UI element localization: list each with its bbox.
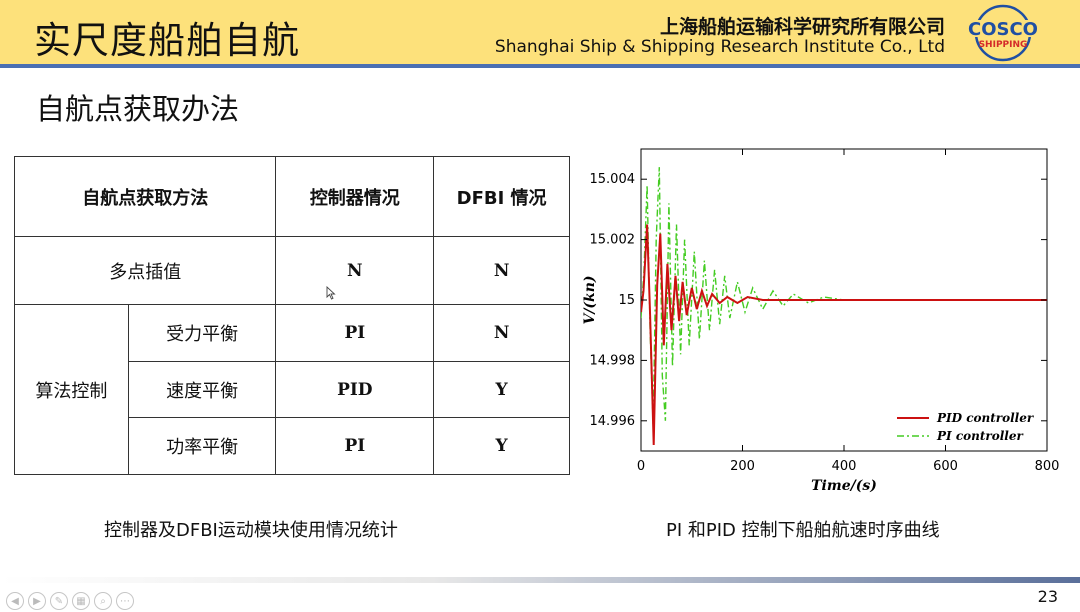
- dfbi-cell: N: [433, 304, 570, 362]
- legend-label: PID controller: [936, 411, 1035, 425]
- zoom-icon[interactable]: ⌕: [94, 592, 112, 610]
- chart-legend: PID controller PI controller: [897, 411, 1035, 443]
- cosco-logo: COSCO SHIPPING: [959, 4, 1047, 62]
- series-line-pi: [641, 167, 1047, 427]
- method-cell: 多点插值: [13, 236, 277, 305]
- x-axis-label: Time/(s): [811, 478, 877, 494]
- y-tick-label: 15.004: [590, 172, 636, 187]
- logo-text-top: COSCO: [968, 19, 1038, 40]
- page-number: 23: [1037, 587, 1058, 606]
- logo-text-bottom: SHIPPING: [979, 40, 1028, 50]
- series-line-pid: [641, 224, 1047, 446]
- table-row: 多点插值 N N: [13, 236, 570, 305]
- method-cell: 受力平衡: [127, 304, 277, 362]
- group-label-cell: 算法控制: [14, 304, 129, 475]
- x-tick-label: 0: [637, 459, 645, 474]
- controller-cell: PI: [275, 304, 435, 362]
- y-tick-label: 14.998: [590, 353, 636, 368]
- more-icon[interactable]: ⋯: [116, 592, 134, 610]
- y-tick-label: 15: [618, 293, 635, 308]
- header-divider: [0, 64, 1080, 68]
- table-row: 功率平衡 PI Y: [15, 417, 570, 475]
- x-tick-label: 800: [1035, 459, 1060, 474]
- pen-icon[interactable]: ✎: [50, 592, 68, 610]
- dfbi-cell: N: [433, 236, 570, 305]
- header-dfbi: DFBI 情况: [433, 156, 570, 237]
- speed-chart: 0 200 400 600 80014.99614.9981515.00215.004 …: [582, 148, 1060, 494]
- slideshow-toolbar: ◀ ▶ ✎ ▦ ⌕ ⋯: [6, 592, 134, 610]
- table-row: 算法控制 受力平衡 PI N: [14, 304, 570, 475]
- controller-cell: PI: [275, 417, 435, 475]
- method-table: 自航点获取方法 控制器情况 DFBI 情况 多点插值 N N 算法控制 受力平衡…: [13, 156, 570, 475]
- next-icon[interactable]: ▶: [28, 592, 46, 610]
- table-row: 速度平衡 PID Y: [15, 361, 570, 418]
- table-header-row: 自航点获取方法 控制器情况 DFBI 情况: [13, 156, 570, 237]
- company-name-cn: 上海船舶运输科学研究所有限公司: [659, 16, 945, 38]
- method-cell: 速度平衡: [127, 361, 277, 418]
- table-caption: 控制器及DFBI运动模块使用情况统计: [104, 520, 398, 541]
- dfbi-cell: Y: [433, 417, 570, 475]
- chart-caption: PI 和PID 控制下船舶航速时序曲线: [666, 520, 940, 541]
- y-axis-label: V/(kn): [582, 275, 598, 324]
- controller-cell: N: [275, 236, 435, 305]
- method-cell: 功率平衡: [127, 417, 277, 475]
- legend-label: PI controller: [936, 429, 1024, 443]
- section-subtitle: 自航点获取办法: [36, 92, 240, 126]
- footer-bar: [0, 577, 1080, 583]
- header-controller: 控制器情况: [275, 156, 435, 237]
- x-tick-label: 400: [832, 459, 857, 474]
- x-tick-label: 200: [730, 459, 755, 474]
- y-tick-label: 14.996: [590, 414, 636, 429]
- y-tick-label: 15.002: [590, 233, 636, 248]
- slides-icon[interactable]: ▦: [72, 592, 90, 610]
- slide-title: 实尺度船舶自航: [34, 19, 300, 62]
- mouse-pointer-icon: [326, 286, 336, 300]
- prev-icon[interactable]: ◀: [6, 592, 24, 610]
- x-tick-label: 600: [933, 459, 958, 474]
- logo-band: [959, 20, 1047, 37]
- company-name-en: Shanghai Ship & Shipping Research Instit…: [494, 37, 945, 57]
- dfbi-cell: Y: [433, 361, 570, 418]
- header-method: 自航点获取方法: [13, 156, 277, 237]
- slide-header: [0, 0, 1080, 66]
- controller-cell: PID: [275, 361, 435, 418]
